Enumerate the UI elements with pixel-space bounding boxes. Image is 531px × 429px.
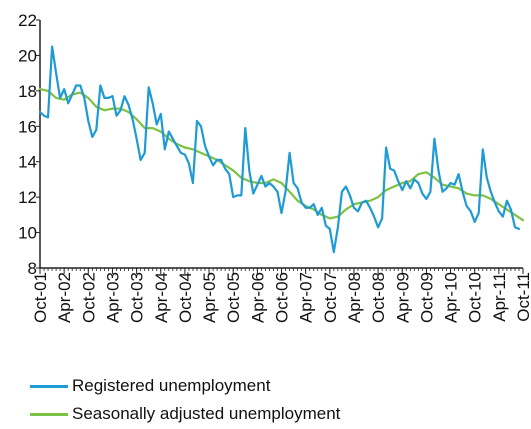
- y-tick-label: 22: [18, 11, 37, 30]
- y-tick-label: 16: [18, 117, 37, 136]
- legend-swatch-seasonally-adjusted: [30, 412, 68, 416]
- x-tick-label: Oct-06: [273, 272, 292, 323]
- x-tick-label: Apr-08: [345, 272, 364, 323]
- x-tick-label: Oct-11: [514, 272, 531, 322]
- x-tick-label: Apr-02: [55, 272, 74, 323]
- x-tick-label: Oct-09: [417, 272, 436, 323]
- x-tick-label: Oct-01: [31, 272, 50, 323]
- y-tick-label: 18: [18, 82, 37, 101]
- x-tick-label: Apr-04: [152, 272, 171, 323]
- x-tick-label: Apr-07: [297, 272, 316, 323]
- x-tick-label: Oct-10: [466, 272, 485, 323]
- x-tick-label: Apr-06: [248, 272, 267, 323]
- y-tick-label: 20: [18, 46, 37, 65]
- x-tick-label: Oct-04: [176, 272, 195, 323]
- x-tick-label: Apr-03: [103, 272, 122, 323]
- x-tick-label: Apr-09: [393, 272, 412, 323]
- series-line-registered: [38, 45, 521, 254]
- y-tick-label: 10: [18, 224, 37, 243]
- series-layer: [38, 45, 525, 254]
- x-axis: Oct-01 Apr-02 Oct-02 Apr-03 Oct-03 Apr-04 Oct-…: [31, 267, 531, 323]
- legend-label-registered: Registered unemployment: [72, 376, 271, 395]
- x-tick-label: Apr-05: [200, 272, 219, 323]
- x-tick-label: Apr-11: [490, 272, 509, 322]
- x-tick-label: Oct-07: [321, 272, 340, 323]
- y-axis: 8 10 12 14 16 18 20 22: [18, 11, 41, 278]
- legend-swatch-registered: [30, 384, 68, 388]
- x-tick-label: Oct-03: [128, 272, 147, 323]
- y-tick-label: 8: [28, 259, 37, 278]
- x-tick-label: Oct-05: [224, 272, 243, 323]
- legend-item-registered: Registered unemployment: [30, 372, 340, 400]
- series-line-seasonally-adjusted: [38, 88, 525, 222]
- y-tick-label: 14: [18, 153, 37, 172]
- y-tick-label: 12: [18, 188, 37, 207]
- legend-label-seasonally-adjusted: Seasonally adjusted unemployment: [72, 404, 341, 423]
- x-tick-label: Oct-02: [79, 272, 98, 323]
- legend-item-seasonally-adjusted: Seasonally adjusted unemployment: [30, 400, 340, 428]
- x-tick-label: Apr-10: [442, 272, 461, 323]
- legend: Registered unemployment Seasonally adjus…: [30, 372, 340, 428]
- x-tick-label: Oct-08: [369, 272, 388, 323]
